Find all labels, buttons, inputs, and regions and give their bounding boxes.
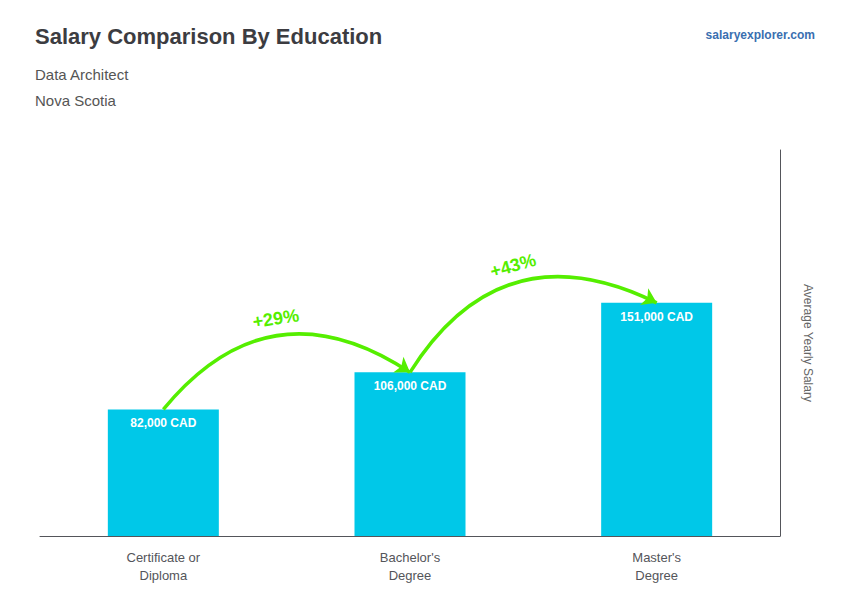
- svg-text:Bachelor's: Bachelor's: [380, 550, 441, 565]
- svg-text:Certificate or: Certificate or: [126, 550, 200, 565]
- svg-text:Average Yearly Salary: Average Yearly Salary: [801, 284, 815, 402]
- svg-text:+43%: +43%: [488, 250, 538, 282]
- svg-text:Nova Scotia: Nova Scotia: [35, 92, 117, 109]
- svg-text:Degree: Degree: [389, 568, 432, 583]
- svg-text:+29%: +29%: [251, 305, 300, 332]
- svg-text:106,000 CAD: 106,000 CAD: [374, 379, 447, 393]
- svg-text:salaryexplorer.com: salaryexplorer.com: [706, 28, 815, 42]
- svg-text:Degree: Degree: [635, 568, 678, 583]
- svg-text:Data Architect: Data Architect: [35, 66, 129, 83]
- svg-text:Diploma: Diploma: [139, 568, 187, 583]
- svg-text:Salary Comparison By Education: Salary Comparison By Education: [35, 24, 382, 49]
- svg-text:Master's: Master's: [632, 550, 681, 565]
- svg-text:151,000 CAD: 151,000 CAD: [620, 310, 693, 324]
- svg-text:82,000 CAD: 82,000 CAD: [130, 416, 196, 430]
